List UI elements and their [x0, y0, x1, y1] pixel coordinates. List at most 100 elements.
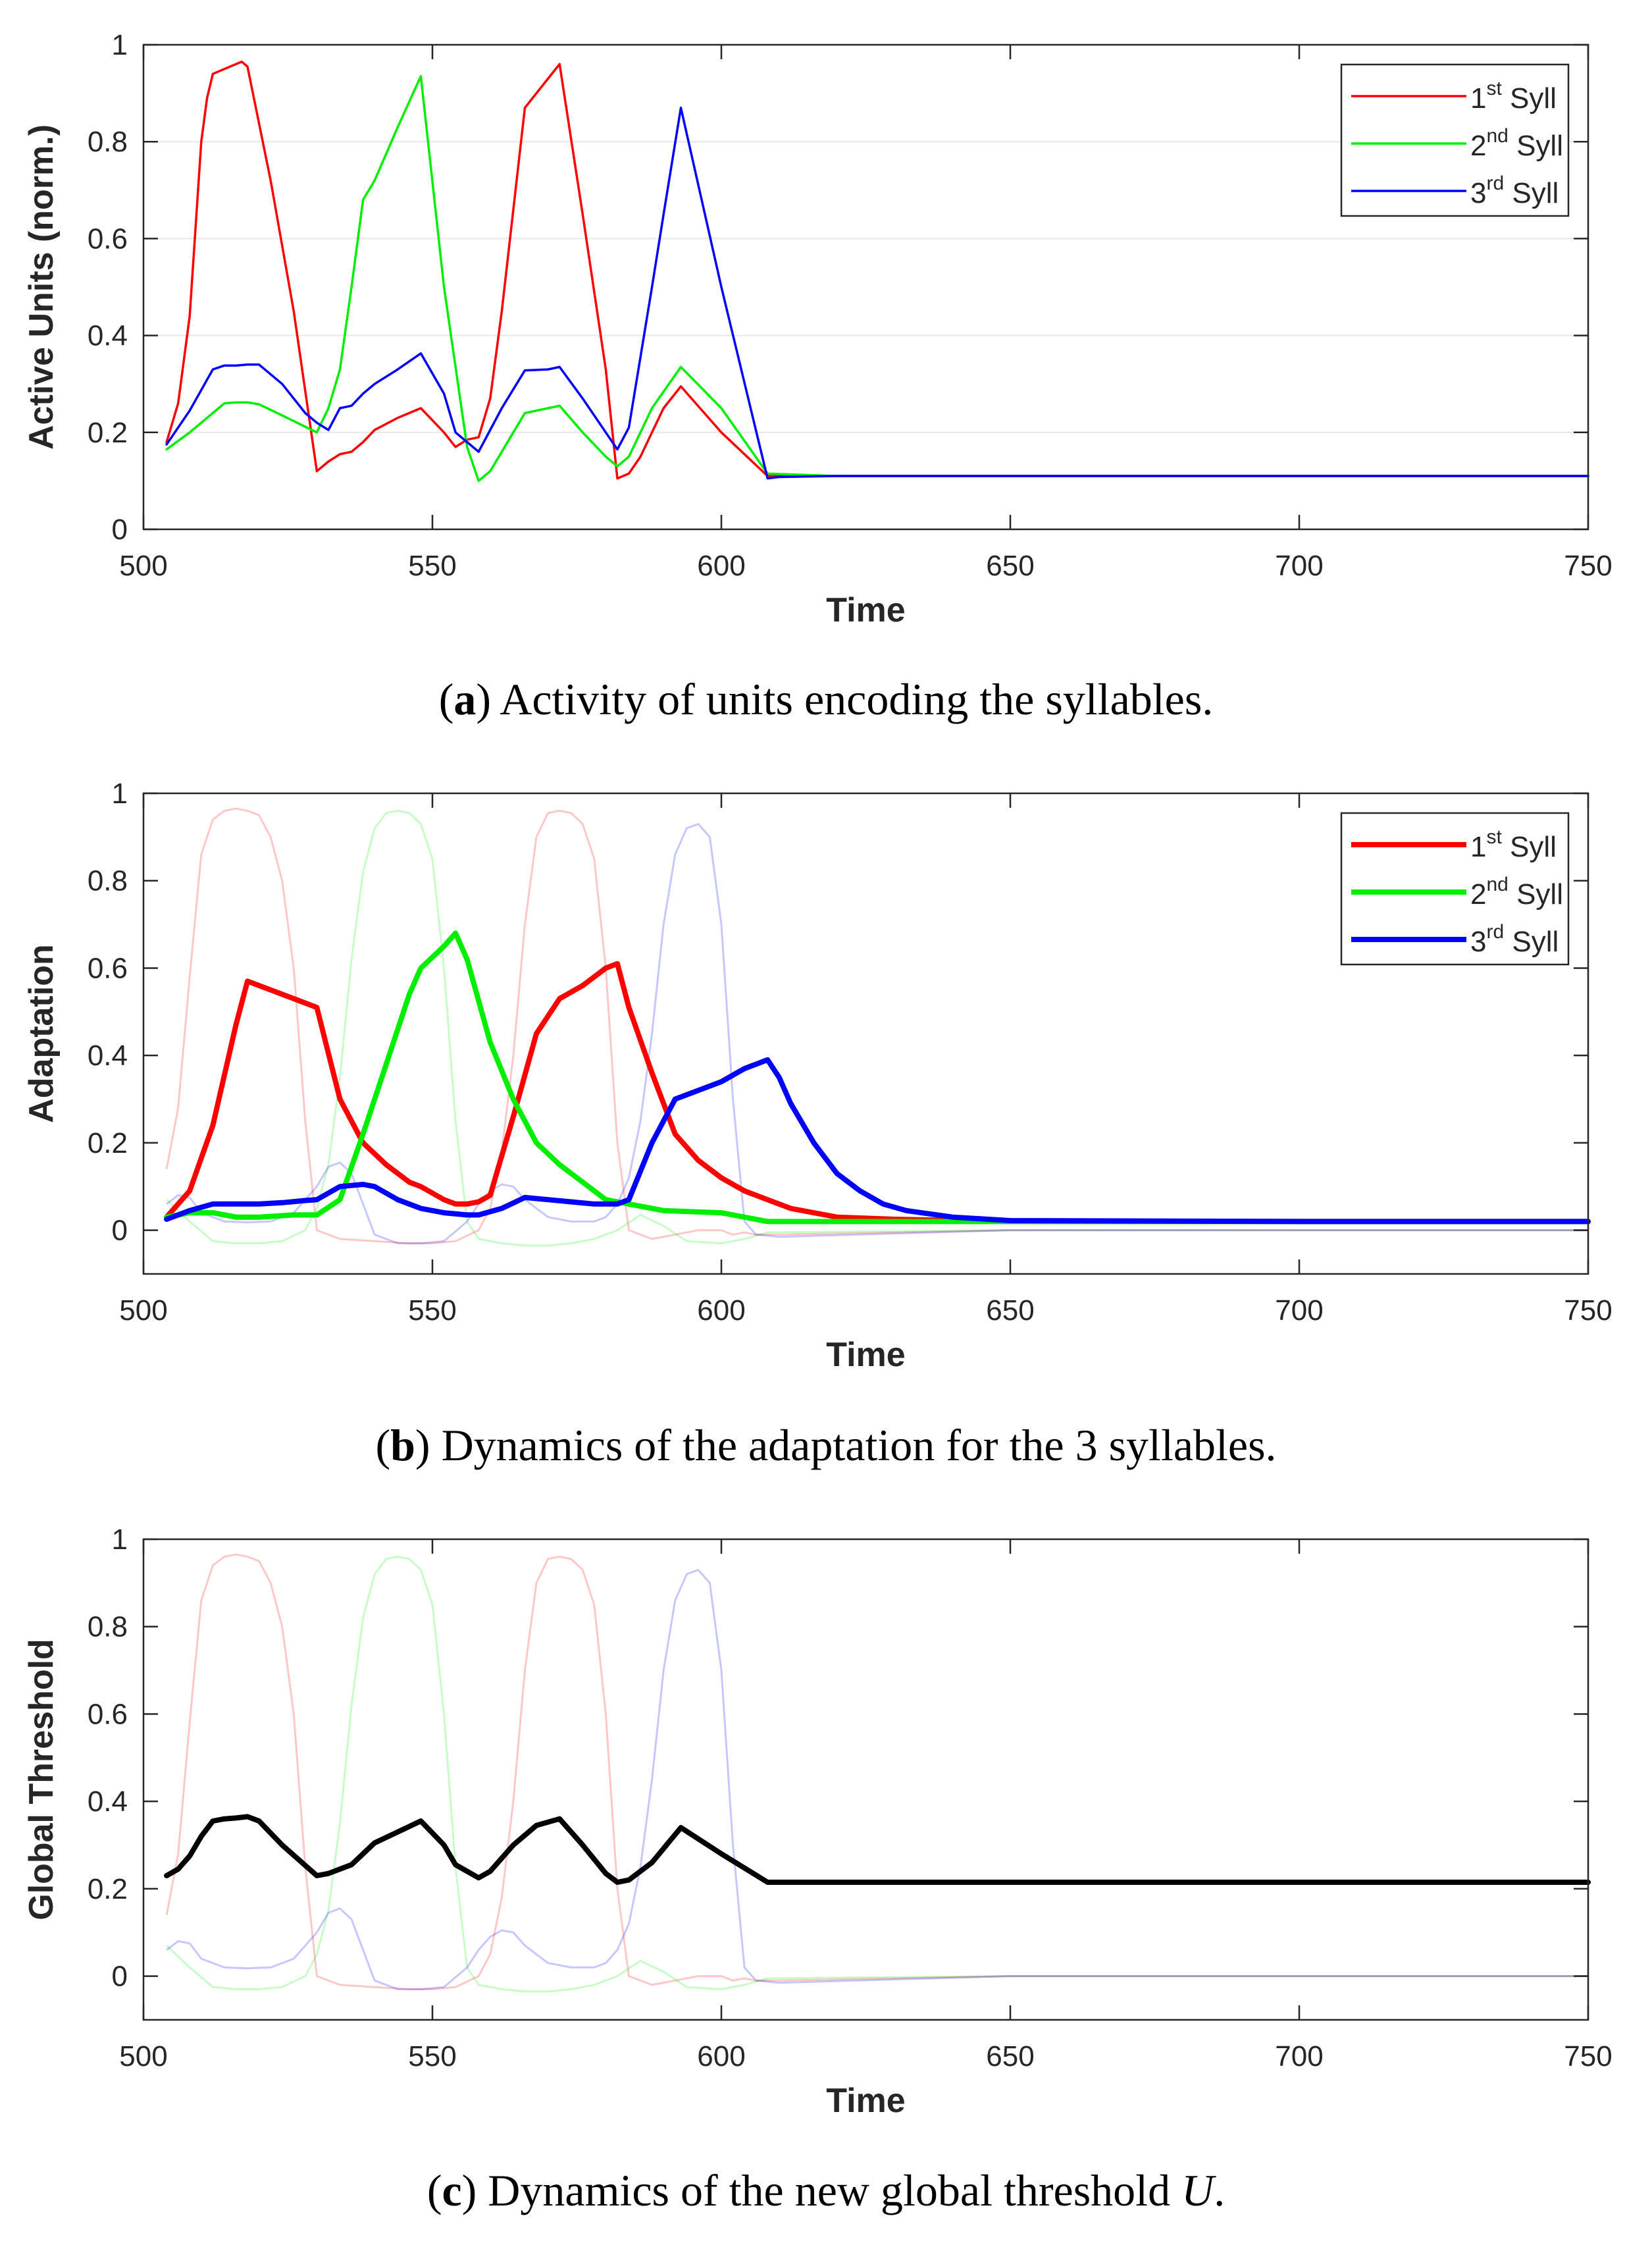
legend-entry-label: Syll — [1509, 878, 1563, 911]
legend-entry-superscript: rd — [1486, 921, 1504, 943]
y-axis-label: Global Threshold — [22, 1639, 61, 1920]
series-line-1 — [165, 61, 1589, 480]
y-tick-label: 1 — [112, 29, 128, 61]
x-tick-label: 650 — [986, 2040, 1034, 2073]
axes-box — [142, 1538, 1589, 2021]
x-tick-label: 500 — [119, 2040, 167, 2073]
y-tick-label: 0.4 — [88, 320, 128, 352]
y-axis-label: Adaptation — [22, 944, 61, 1123]
y-tick-label: 0.8 — [88, 1611, 128, 1643]
legend-entry-superscript: st — [1486, 78, 1502, 99]
y-tick-label: 0 — [112, 514, 128, 546]
legend-entry: 1st Syll — [1470, 78, 1557, 115]
legend-entry-superscript: rd — [1486, 172, 1504, 194]
background-blue-curve — [166, 1569, 1588, 1990]
legend-entry-label: Syll — [1504, 177, 1559, 209]
x-tick-label: 550 — [408, 2040, 456, 2073]
caption-open-paren: ( — [427, 2165, 442, 2215]
legend-entry-superscript: st — [1486, 826, 1502, 848]
y-tick-label: 0.2 — [88, 1873, 128, 1905]
legend-entry: 3rd Syll — [1470, 172, 1559, 209]
x-tick-label: 600 — [697, 2040, 745, 2073]
y-tick-label: 0.6 — [88, 223, 128, 255]
caption-label: a — [453, 674, 476, 724]
panel-b: 500 550 600 650 700 750 0 0.2 0.4 0.6 0.8 1 Time Adap… — [22, 778, 1613, 1470]
background-blue-curve — [166, 823, 1588, 1244]
legend-entry-number: 3 — [1470, 177, 1486, 209]
legend-entry-number: 3 — [1470, 926, 1486, 958]
y-tick-label: 0.2 — [88, 417, 128, 449]
legend-entry: 2nd Syll — [1470, 125, 1563, 162]
y-tick-label: 0.4 — [88, 1040, 128, 1072]
legend-entry-label: Syll — [1504, 926, 1559, 958]
y-tick-label: 0.4 — [88, 1785, 128, 1818]
series-line-2 — [165, 75, 1589, 483]
background-red-curve — [165, 1553, 1588, 1990]
series-line-1 — [164, 1814, 1591, 1885]
x-tick-label: 550 — [408, 1294, 456, 1327]
caption-label: c — [442, 2165, 461, 2215]
x-tick-label: 600 — [697, 550, 745, 582]
y-tick-label: 0.8 — [88, 865, 128, 897]
legend-entry-number: 1 — [1470, 82, 1486, 115]
x-tick-label: 500 — [119, 1294, 167, 1327]
legend-entry-superscript: nd — [1486, 874, 1508, 895]
legend-entry-number: 2 — [1470, 878, 1486, 911]
x-tick-label: 700 — [1275, 1294, 1323, 1327]
x-tick-label: 700 — [1275, 2040, 1323, 2073]
y-tick-label: 0 — [112, 1215, 128, 1247]
legend-entry-label: Syll — [1509, 130, 1563, 162]
series-line-2 — [164, 930, 1591, 1225]
caption-open-paren: ( — [439, 674, 454, 724]
series-line-3 — [164, 1057, 1591, 1225]
axes-box — [142, 43, 1589, 531]
caption-open-paren: ( — [375, 1420, 390, 1470]
caption-end: . — [1214, 2165, 1225, 2215]
background-green-curve — [166, 1556, 1588, 1993]
x-tick-label: 600 — [697, 1294, 745, 1327]
caption-text: ) Dynamics of the adaptation for the 3 s… — [415, 1420, 1277, 1470]
x-axis-label: Time — [826, 1336, 905, 1374]
legend-entry: 2nd Syll — [1470, 874, 1563, 911]
x-tick-label: 650 — [986, 550, 1034, 582]
panel-c: 500 550 600 650 700 750 0 0.2 0.4 0.6 0.8 1 Time Glob… — [22, 1523, 1613, 2215]
legend-entry-label: Syll — [1502, 831, 1557, 863]
y-tick-label: 0.2 — [88, 1127, 128, 1159]
legend-entry: 3rd Syll — [1470, 921, 1559, 958]
caption: (b) Dynamics of the adaptation for the 3… — [375, 1420, 1276, 1470]
axes-box — [142, 792, 1589, 1275]
y-tick-label: 0.6 — [88, 952, 128, 984]
x-axis-label: Time — [826, 591, 905, 629]
x-tick-label: 750 — [1564, 1294, 1612, 1327]
background-red-curve — [165, 807, 1588, 1244]
legend-entry-superscript: nd — [1486, 125, 1508, 147]
x-axis-label: Time — [826, 2082, 905, 2120]
series-line-1 — [164, 961, 1591, 1225]
caption-label: b — [390, 1420, 415, 1470]
legend-entry-number: 1 — [1470, 831, 1486, 863]
caption: (c) Dynamics of the new global threshold… — [427, 2165, 1225, 2215]
y-tick-label: 0 — [112, 1961, 128, 1993]
y-tick-label: 1 — [112, 778, 128, 810]
caption-symbol: U — [1181, 2165, 1216, 2215]
caption: (a) Activity of units encoding the sylla… — [439, 674, 1214, 724]
series-line-3 — [165, 106, 1589, 480]
caption-text: ) Dynamics of the new global threshold — [462, 2165, 1181, 2215]
y-tick-label: 0.6 — [88, 1698, 128, 1730]
panel-a: 500 550 600 650 700 750 0 0.2 0.4 0.6 0.8 1 Time Acti… — [22, 29, 1613, 724]
x-tick-label: 750 — [1564, 550, 1612, 582]
y-axis-label: Active Units (norm.) — [22, 124, 61, 450]
x-tick-label: 650 — [986, 1294, 1034, 1327]
background-green-curve — [166, 810, 1588, 1247]
legend-entry: 1st Syll — [1470, 826, 1557, 863]
legend-entry-label: Syll — [1502, 82, 1557, 115]
x-tick-label: 550 — [408, 550, 456, 582]
x-tick-label: 750 — [1564, 2040, 1612, 2073]
legend-entry-number: 2 — [1470, 130, 1486, 162]
x-tick-label: 500 — [119, 550, 167, 582]
caption-text: ) Activity of units encoding the syllabl… — [476, 674, 1213, 724]
y-tick-label: 1 — [112, 1523, 128, 1556]
